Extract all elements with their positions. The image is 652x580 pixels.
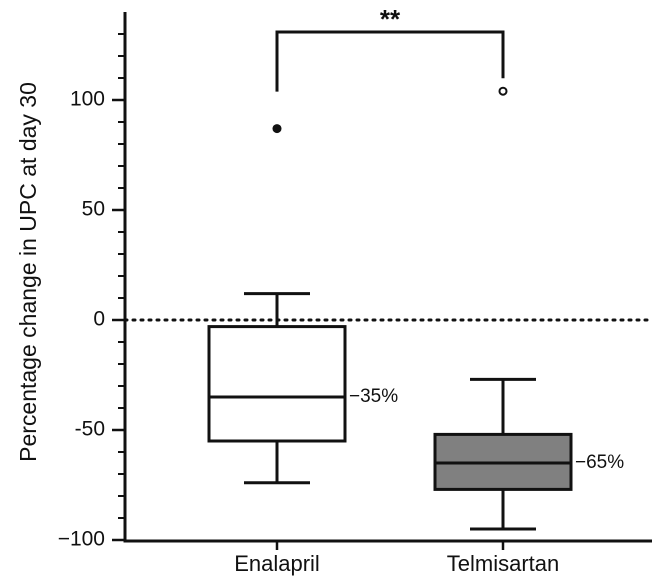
plot-area: 100 50 0 -50 −100 Enalapril Telmisartan −35% −65… <box>58 4 652 576</box>
median-label: −65% <box>575 452 624 473</box>
box-enalapril <box>207 325 347 443</box>
y-tick-label: 50 <box>82 198 105 221</box>
y-tick-label: −100 <box>58 528 105 551</box>
outlier-point <box>498 86 508 96</box>
significance-bracket <box>275 30 505 92</box>
x-category-label: Enalapril <box>234 551 320 576</box>
y-tick-label: -50 <box>75 418 105 441</box>
median-label: −35% <box>349 386 398 407</box>
y-tick-label: 100 <box>70 88 105 111</box>
outlier-point <box>272 124 282 134</box>
y-axis-title: Percentage change in UPC at day 30 <box>15 82 41 462</box>
y-tick-label: 0 <box>93 308 105 331</box>
x-category-label: Telmisartan <box>447 551 559 576</box>
significance-label: ** <box>380 4 401 34</box>
